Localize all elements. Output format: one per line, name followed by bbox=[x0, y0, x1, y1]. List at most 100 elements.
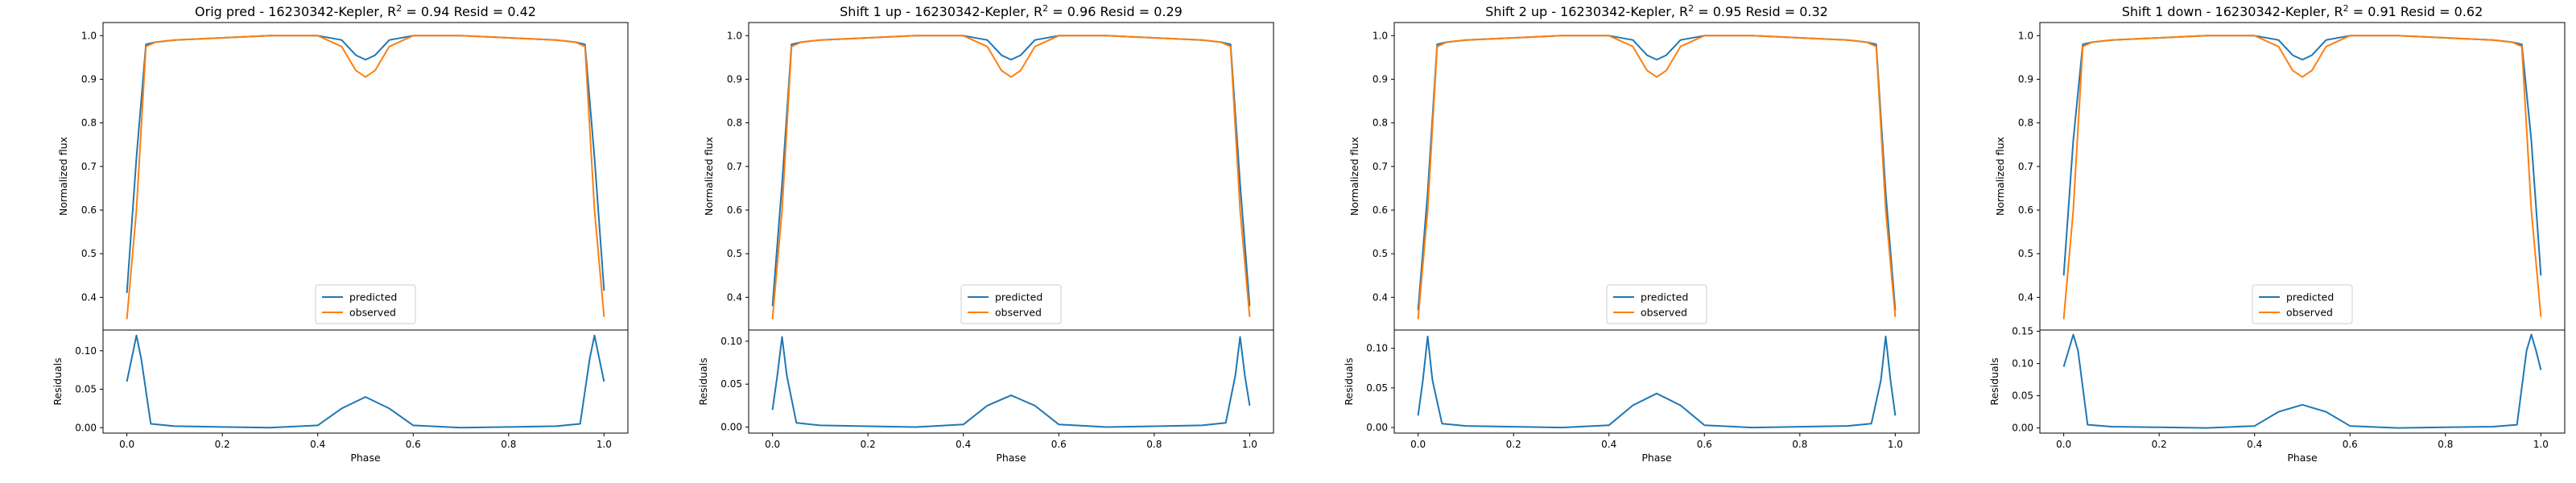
chart-title: Orig pred - 16230342-Kepler, R2 = 0.94 R… bbox=[195, 3, 536, 20]
y-tick-label: 0.9 bbox=[2018, 73, 2033, 85]
x-tick-label: 0.4 bbox=[310, 439, 325, 450]
resid-tick-label: 0.00 bbox=[1366, 422, 1388, 433]
y-tick-label: 1.0 bbox=[2018, 30, 2033, 41]
series-observed-line bbox=[2062, 35, 2542, 320]
y-axis-label: Normalized flux bbox=[1348, 137, 1360, 216]
resid-tick-label: 0.10 bbox=[720, 336, 742, 347]
x-tick-label: 0.4 bbox=[1601, 439, 1616, 450]
y-tick-label: 0.4 bbox=[727, 291, 742, 303]
series-residuals-line bbox=[1417, 335, 1897, 429]
residuals-axis-label: Residuals bbox=[697, 357, 709, 405]
chart-panel: Shift 1 up - 16230342-Kepler, R2 = 0.96 … bbox=[697, 3, 1274, 464]
y-tick-label: 0.8 bbox=[2018, 118, 2033, 129]
series-observed-line bbox=[1417, 35, 1897, 320]
y-tick-label: 0.4 bbox=[81, 291, 97, 303]
main-axes-frame bbox=[748, 22, 1274, 331]
y-tick-label: 0.5 bbox=[727, 248, 742, 259]
legend-box bbox=[2252, 284, 2353, 324]
x-tick-label: 0.6 bbox=[2343, 439, 2358, 450]
x-tick-label: 1.0 bbox=[2533, 439, 2549, 450]
y-tick-label: 0.4 bbox=[2018, 291, 2033, 303]
residuals-axis-label: Residuals bbox=[52, 357, 64, 405]
legend: predicted observed bbox=[960, 284, 1062, 324]
y-tick-label: 0.6 bbox=[727, 204, 742, 216]
y-axis-label: Normalized flux bbox=[1994, 137, 2006, 216]
resid-tick-label: 0.00 bbox=[75, 422, 97, 433]
legend-predicted-label: predicted bbox=[995, 291, 1042, 303]
residual-axes-frame bbox=[102, 329, 629, 434]
x-axis-label: Phase bbox=[350, 452, 381, 464]
y-tick-label: 0.5 bbox=[81, 248, 97, 259]
residuals-axis-label: Residuals bbox=[1988, 357, 2000, 405]
y-tick-label: 0.6 bbox=[1373, 204, 1388, 216]
chart-title: Shift 1 up - 16230342-Kepler, R2 = 0.96 … bbox=[840, 3, 1183, 20]
chart-panel: Shift 2 up - 16230342-Kepler, R2 = 0.95 … bbox=[1343, 3, 1920, 464]
resid-tick-label: 0.15 bbox=[2012, 326, 2033, 337]
y-tick-label: 0.5 bbox=[1373, 248, 1388, 259]
y-tick-label: 0.7 bbox=[2018, 161, 2033, 172]
legend-observed-label: observed bbox=[349, 307, 396, 319]
residuals-axis-label: Residuals bbox=[1343, 357, 1355, 405]
residual-axes-frame bbox=[1393, 329, 1920, 434]
y-tick-label: 0.6 bbox=[81, 204, 97, 216]
x-tick-label: 0.0 bbox=[765, 439, 780, 450]
y-axis-label: Normalized flux bbox=[703, 137, 715, 216]
y-tick-label: 1.0 bbox=[1373, 30, 1388, 41]
series-residuals-line bbox=[2062, 333, 2542, 429]
x-tick-label: 1.0 bbox=[1242, 439, 1257, 450]
x-tick-label: 0.0 bbox=[1410, 439, 1426, 450]
resid-tick-label: 0.05 bbox=[1366, 382, 1388, 394]
x-tick-label: 0.8 bbox=[2438, 439, 2453, 450]
y-axis-label: Normalized flux bbox=[57, 137, 69, 216]
residual-axes-frame bbox=[2039, 329, 2566, 434]
x-axis-label: Phase bbox=[2287, 452, 2318, 464]
main-axes-frame bbox=[1393, 22, 1920, 331]
legend-box bbox=[1606, 284, 1707, 324]
x-tick-label: 1.0 bbox=[597, 439, 612, 450]
x-tick-label: 0.6 bbox=[1697, 439, 1712, 450]
x-tick-label: 0.2 bbox=[2152, 439, 2167, 450]
x-axis-label: Phase bbox=[996, 452, 1026, 464]
x-tick-label: 1.0 bbox=[1888, 439, 1903, 450]
main-axes-frame bbox=[102, 22, 629, 331]
legend-predicted-label: predicted bbox=[2286, 291, 2334, 303]
series-residuals-line bbox=[771, 336, 1251, 428]
x-tick-label: 0.2 bbox=[1506, 439, 1521, 450]
legend: predicted observed bbox=[315, 284, 416, 324]
y-tick-label: 1.0 bbox=[81, 30, 97, 41]
y-tick-label: 0.8 bbox=[1373, 118, 1388, 129]
legend-observed-label: observed bbox=[1641, 307, 1687, 319]
legend-box bbox=[315, 284, 416, 324]
x-tick-label: 0.2 bbox=[215, 439, 230, 450]
y-tick-label: 0.7 bbox=[1373, 161, 1388, 172]
main-axes-frame bbox=[2039, 22, 2566, 331]
x-tick-label: 0.2 bbox=[861, 439, 876, 450]
legend-observed-label: observed bbox=[2286, 307, 2333, 319]
resid-tick-label: 0.10 bbox=[1366, 343, 1388, 354]
x-tick-label: 0.0 bbox=[119, 439, 134, 450]
x-tick-label: 0.0 bbox=[2056, 439, 2071, 450]
y-tick-label: 0.8 bbox=[727, 118, 742, 129]
resid-tick-label: 0.10 bbox=[2012, 358, 2033, 369]
legend-observed-label: observed bbox=[995, 307, 1042, 319]
x-axis-label: Phase bbox=[1641, 452, 1672, 464]
resid-tick-label: 0.10 bbox=[75, 345, 97, 357]
x-tick-label: 0.8 bbox=[501, 439, 516, 450]
resid-tick-label: 0.00 bbox=[720, 422, 742, 433]
legend-predicted-label: predicted bbox=[1641, 291, 1688, 303]
y-tick-label: 0.7 bbox=[81, 161, 97, 172]
x-tick-label: 0.8 bbox=[1792, 439, 1807, 450]
series-observed-line bbox=[771, 35, 1251, 320]
series-residuals-line bbox=[126, 334, 605, 429]
series-predicted-line bbox=[126, 35, 605, 293]
y-tick-label: 0.9 bbox=[1373, 73, 1388, 85]
x-tick-label: 0.6 bbox=[406, 439, 421, 450]
resid-tick-label: 0.05 bbox=[2012, 390, 2033, 402]
series-observed-line bbox=[126, 35, 605, 320]
x-tick-label: 0.4 bbox=[2247, 439, 2262, 450]
legend-predicted-label: predicted bbox=[349, 291, 397, 303]
chart-panel: Orig pred - 16230342-Kepler, R2 = 0.94 R… bbox=[52, 3, 629, 464]
x-tick-label: 0.8 bbox=[1146, 439, 1162, 450]
y-tick-label: 0.8 bbox=[81, 118, 97, 129]
